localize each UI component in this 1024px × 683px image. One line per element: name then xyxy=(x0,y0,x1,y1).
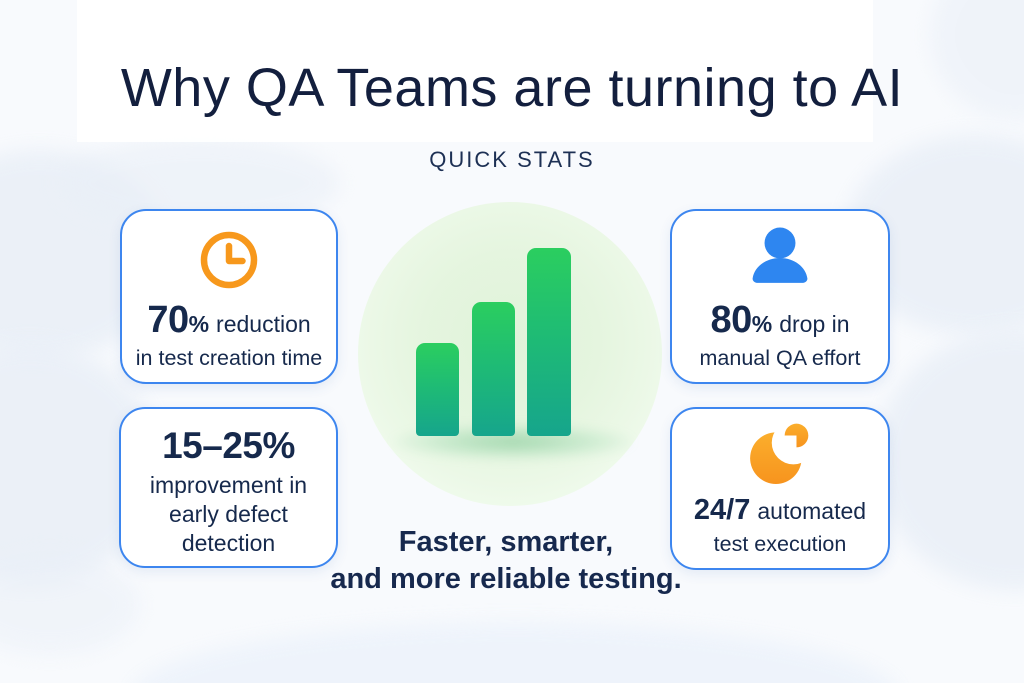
growth-chart-graphic xyxy=(358,202,662,506)
stat-card-early-defect-detection: 15–25% improvement in early defect detec… xyxy=(119,407,338,568)
stat-number: 24/7 xyxy=(693,494,751,526)
stat-card-test-creation-time: 70% reduction in test creation time xyxy=(120,209,338,384)
stat-caption: test execution xyxy=(713,532,847,556)
stat-number: 15–25% xyxy=(162,425,295,466)
stat-text: automated xyxy=(757,498,867,524)
background-blob xyxy=(130,622,900,683)
stat-caption-line: detection xyxy=(181,530,276,556)
stat-caption: manual QA effort xyxy=(699,346,861,370)
bar-chart-bar-short xyxy=(416,343,459,436)
stat-number: 80 xyxy=(710,299,752,341)
bar-chart-bar-medium xyxy=(472,302,515,436)
stat-value-line: 70% reduction xyxy=(147,301,310,339)
stat-caption: in test creation time xyxy=(135,346,323,370)
tagline: Faster, smarter, and more reliable testi… xyxy=(0,524,1012,598)
bar-chart-bar-tall xyxy=(527,248,571,436)
stat-value-line: 80% drop in xyxy=(710,301,849,339)
stat-card-automated-test-execution: 24/7 automated test execution xyxy=(670,407,890,570)
page-title: Why QA Teams are turning to AI xyxy=(120,58,904,118)
tagline-line2: and more reliable testing. xyxy=(330,563,682,595)
title-background-panel xyxy=(77,0,873,142)
stat-percent-sign: % xyxy=(751,311,773,337)
moon-icon xyxy=(750,423,809,484)
stat-caption-line: improvement in xyxy=(149,472,308,498)
stat-text: drop in xyxy=(779,311,850,337)
stat-card-manual-qa-effort: 80% drop in manual QA effort xyxy=(670,209,890,384)
tagline-line1: Faster, smarter, xyxy=(398,526,614,558)
person-icon xyxy=(752,227,808,283)
stat-value-line: 24/7 automated xyxy=(694,496,866,525)
stat-percent-sign: % xyxy=(188,311,210,337)
stat-caption-line: early defect xyxy=(169,501,288,527)
background-blob xyxy=(0,555,140,655)
stat-text: reduction xyxy=(216,311,311,337)
clock-icon xyxy=(200,231,258,289)
subtitle-quick-stats: QUICK STATS xyxy=(429,147,595,172)
stat-number: 70 xyxy=(147,299,189,341)
